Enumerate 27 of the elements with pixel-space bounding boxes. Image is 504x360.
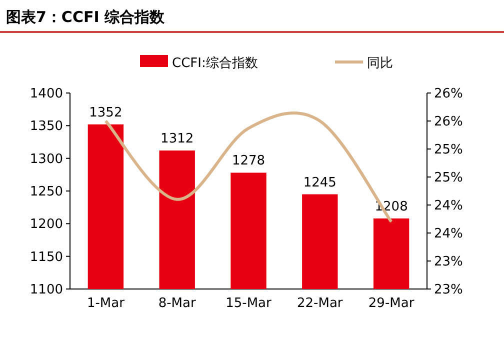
- y-tick-label: 1250: [30, 184, 63, 200]
- x-tick-label: 15-Mar: [226, 296, 272, 311]
- y2-tick-label: 23%: [434, 282, 463, 298]
- y2-tick-label: 23%: [434, 254, 463, 270]
- y2-tick-label: 24%: [434, 226, 463, 242]
- x-tick-label: 1-Mar: [86, 296, 126, 311]
- y2-tick-label: 24%: [434, 198, 463, 214]
- y-tick-label: 1400: [30, 86, 63, 102]
- y-tick-label: 1300: [30, 152, 63, 167]
- legend-label: CCFI:综合指数: [172, 56, 258, 71]
- x-tick-label: 22-Mar: [297, 296, 344, 311]
- chart-title: 图表7：CCFI 综合指数: [6, 8, 166, 26]
- x-tick-label: 29-Mar: [368, 296, 415, 311]
- data-label: 1278: [232, 154, 266, 169]
- y-tick-label: 1350: [30, 119, 63, 134]
- y-tick-label: 1100: [30, 282, 63, 298]
- y2-tick-label: 26%: [434, 114, 463, 130]
- data-label: 1312: [160, 131, 194, 146]
- y-tick-label: 1150: [30, 250, 63, 265]
- x-tick-label: 8-Mar: [158, 296, 196, 311]
- legend-label: 同比: [367, 56, 393, 71]
- y2-tick-label: 25%: [434, 170, 463, 186]
- data-label: 1245: [303, 175, 336, 190]
- y-tick-label: 1200: [30, 217, 63, 232]
- y2-tick-label: 26%: [434, 86, 463, 102]
- data-label: 1352: [89, 105, 122, 120]
- y2-tick-label: 25%: [434, 142, 463, 158]
